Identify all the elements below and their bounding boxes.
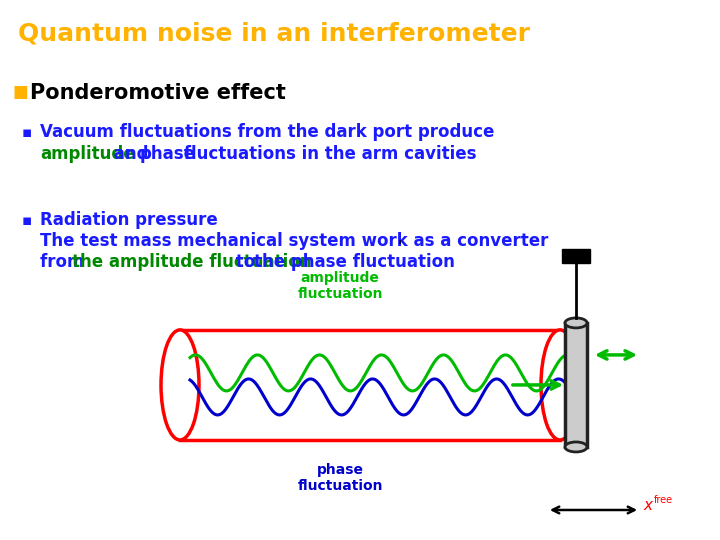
Text: Radiation pressure: Radiation pressure xyxy=(40,211,217,229)
Ellipse shape xyxy=(565,442,587,452)
Bar xyxy=(562,249,590,263)
Text: to: to xyxy=(230,253,261,271)
Text: Quantum noise in an interferometer: Quantum noise in an interferometer xyxy=(18,22,530,46)
Text: Ponderomotive effect: Ponderomotive effect xyxy=(30,83,286,103)
Text: phase: phase xyxy=(140,145,196,163)
Text: phase: phase xyxy=(317,463,364,477)
Text: ▪: ▪ xyxy=(22,125,32,140)
Text: ■: ■ xyxy=(12,83,28,101)
Text: $x$: $x$ xyxy=(643,498,654,514)
Text: the amplitude fluctuation: the amplitude fluctuation xyxy=(72,253,312,271)
Text: ': ' xyxy=(398,240,402,255)
Bar xyxy=(565,323,587,447)
Text: fluctuation: fluctuation xyxy=(297,479,383,493)
Bar xyxy=(180,330,560,440)
Text: fluctuations in the arm cavities: fluctuations in the arm cavities xyxy=(178,145,477,163)
Text: The test mass mechanical system work as a converter: The test mass mechanical system work as … xyxy=(40,232,549,250)
Text: ▪: ▪ xyxy=(22,213,32,228)
Text: from: from xyxy=(40,253,90,271)
Ellipse shape xyxy=(565,318,587,328)
Text: amplitude: amplitude xyxy=(40,145,135,163)
Text: amplitude: amplitude xyxy=(300,271,379,285)
Text: and: and xyxy=(108,145,154,163)
Text: the phase fluctuation: the phase fluctuation xyxy=(254,253,455,271)
Text: Vacuum fluctuations from the dark port produce: Vacuum fluctuations from the dark port p… xyxy=(40,123,495,141)
Ellipse shape xyxy=(541,330,579,440)
Ellipse shape xyxy=(161,330,199,440)
Text: free: free xyxy=(654,495,673,505)
Text: fluctuation: fluctuation xyxy=(297,287,383,301)
